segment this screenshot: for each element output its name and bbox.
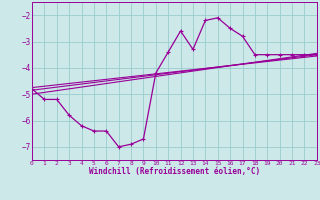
X-axis label: Windchill (Refroidissement éolien,°C): Windchill (Refroidissement éolien,°C) <box>89 167 260 176</box>
